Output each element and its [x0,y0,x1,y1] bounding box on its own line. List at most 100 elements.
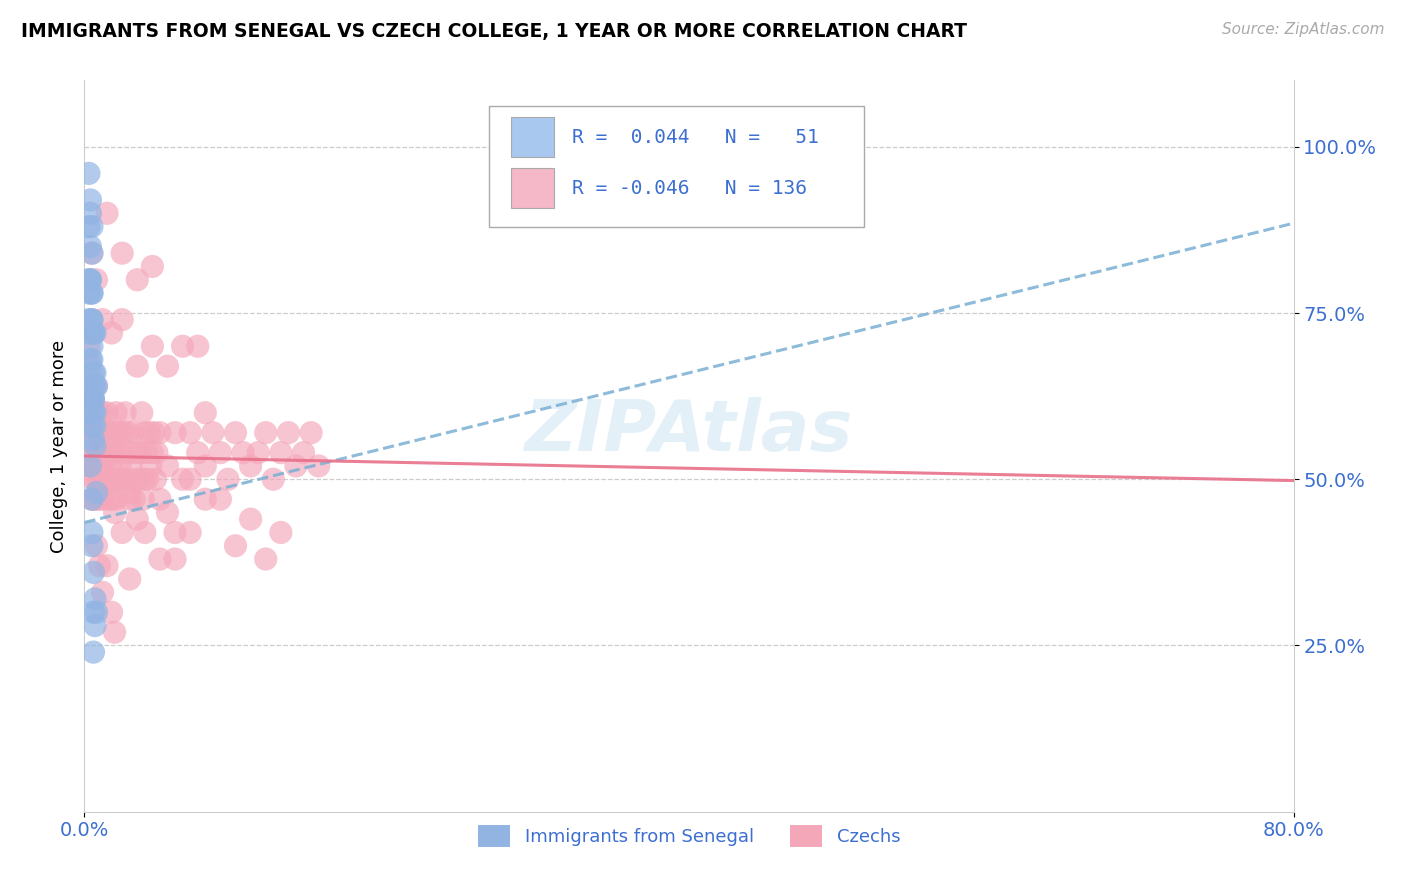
Point [84,591,107,606]
Point [232,445,254,459]
Point [77,379,100,393]
Point [138,425,160,440]
Point [79,193,101,207]
Point [87,472,110,486]
Point [84,406,107,420]
Point [80,492,103,507]
Point [80,219,103,234]
Text: ZIPAtlas: ZIPAtlas [524,397,853,466]
Point [105,406,128,420]
Point [79,206,101,220]
Point [86,379,108,393]
Point [129,445,152,459]
Point [86,539,108,553]
Point [89,558,111,573]
Point [107,425,129,440]
Point [77,406,100,420]
Point [100,425,122,440]
Point [179,472,201,486]
Point [84,472,107,486]
Point [97,425,120,440]
Point [80,492,103,507]
Point [86,445,108,459]
Point [82,392,104,407]
Point [141,445,163,459]
Point [115,472,138,486]
FancyBboxPatch shape [512,168,554,208]
Point [77,219,100,234]
Point [179,525,201,540]
Point [239,512,262,526]
Point [247,445,270,459]
Point [77,339,100,353]
Point [131,406,153,420]
Point [86,492,108,507]
Point [91,312,114,326]
Point [108,472,131,486]
Point [125,445,148,459]
Text: R = -0.046   N = 136: R = -0.046 N = 136 [572,179,807,198]
Point [80,419,103,434]
Point [172,339,194,353]
Point [111,246,134,260]
Point [194,458,217,473]
Point [139,458,162,473]
Point [90,425,112,440]
Point [118,445,141,459]
Point [84,425,107,440]
Point [146,445,169,459]
Point [94,472,117,486]
Point [285,458,308,473]
Point [141,339,163,353]
Point [101,445,124,459]
Point [82,326,104,340]
Point [84,419,107,434]
Point [156,506,179,520]
Point [89,425,111,440]
Point [91,585,114,599]
Point [91,406,114,420]
Point [84,379,107,393]
Point [87,425,110,440]
Point [96,206,118,220]
Point [225,539,247,553]
Point [134,425,156,440]
Point [82,392,104,407]
Point [101,425,124,440]
Point [90,472,112,486]
Point [149,492,172,507]
Point [93,425,115,440]
Point [100,326,122,340]
Point [80,339,103,353]
Point [225,425,247,440]
Point [127,472,149,486]
Point [80,312,103,326]
Point [194,406,217,420]
Y-axis label: College, 1 year or more: College, 1 year or more [49,340,67,552]
Point [80,458,103,473]
Point [84,439,107,453]
Point [80,312,103,326]
Point [86,605,108,619]
Point [104,472,127,486]
Point [132,492,155,507]
Point [80,379,103,393]
Point [80,525,103,540]
Point [121,425,143,440]
Point [87,458,110,473]
Point [308,458,330,473]
Point [96,406,118,420]
Point [262,472,284,486]
Point [82,392,104,407]
Point [104,506,127,520]
Point [277,425,299,440]
Point [84,406,107,420]
Point [118,485,141,500]
Point [86,485,108,500]
Point [96,558,118,573]
Point [80,392,103,407]
Point [89,492,111,507]
Point [145,472,167,486]
Point [79,273,101,287]
Point [90,458,112,473]
